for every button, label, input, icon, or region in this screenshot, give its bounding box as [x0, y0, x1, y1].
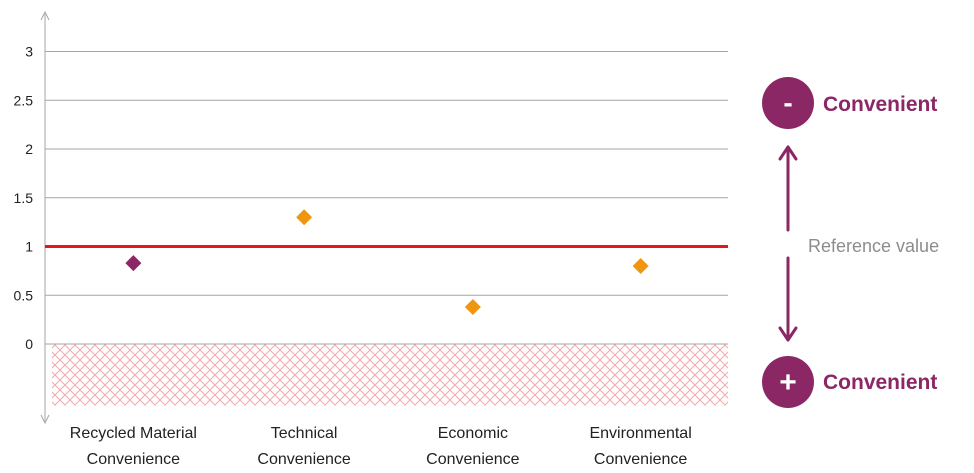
y-tick-label: 0 [25, 336, 33, 352]
bottom-convenient-label: Convenient [823, 371, 937, 394]
plus-badge [762, 356, 814, 408]
minus-symbol: - [783, 87, 792, 118]
x-tick-label: Convenience [87, 451, 181, 468]
y-tick-label: 2.5 [14, 92, 34, 108]
y-tick-label: 3 [25, 44, 33, 60]
minus-badge [762, 77, 814, 129]
y-axis-arrow-top [40, 10, 50, 21]
x-tick-label: Convenience [594, 451, 688, 468]
x-tick-label: Convenience [426, 451, 520, 468]
x-tick-label: Convenience [257, 451, 351, 468]
x-tick-label: Economic [438, 425, 508, 442]
data-point-diamond [296, 209, 313, 226]
top-convenient-label: Convenient [823, 93, 937, 116]
negative-region [52, 344, 728, 406]
data-point-diamond [464, 298, 481, 315]
y-tick-label: 1 [25, 239, 33, 255]
up-arrow-head [778, 145, 798, 161]
data-point-diamond [125, 255, 142, 272]
plot-area: 0 0.5 1 1.5 2 2.5 3 Recycled Material Convenienc… [14, 10, 728, 468]
x-tick-label: Technical [271, 425, 338, 442]
x-tick-label: Environmental [589, 425, 691, 442]
y-axis-arrow-bottom [40, 414, 50, 425]
convenience-annotation: - Convenient Reference value + Convenien… [762, 77, 939, 408]
y-tick-label: 0.5 [14, 287, 34, 303]
down-arrow-head [778, 326, 798, 342]
x-tick-label: Recycled Material [70, 425, 197, 442]
y-tick-label: 1.5 [14, 190, 34, 206]
data-point-diamond [632, 258, 649, 274]
y-tick-label: 2 [25, 141, 33, 157]
reference-value-label: Reference value [808, 236, 939, 256]
plus-symbol: + [779, 366, 797, 399]
